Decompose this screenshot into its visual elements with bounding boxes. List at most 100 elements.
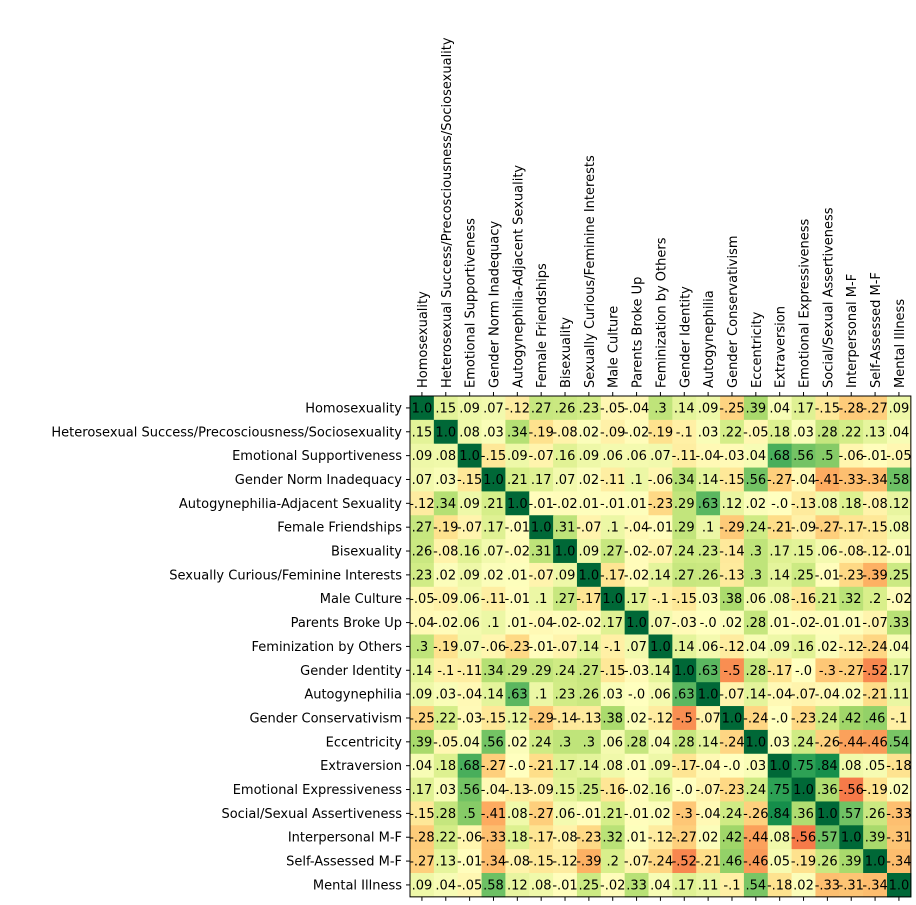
cell-value-label: -.23 [505, 640, 530, 655]
heatmap-cell [767, 801, 793, 826]
heatmap-cell [481, 825, 506, 850]
cell-value-label: -.23 [576, 831, 601, 846]
heatmap-cell [767, 419, 793, 445]
heatmap-cell [553, 396, 578, 421]
heatmap-cell [505, 658, 530, 683]
cell-value-label: .02 [579, 473, 600, 488]
heatmap-cell [720, 491, 745, 516]
heatmap-cell [648, 825, 673, 850]
heatmap-cell [529, 729, 554, 755]
heatmap-cell [791, 443, 817, 469]
heatmap-cell [553, 706, 578, 731]
heatmap-cell [815, 419, 840, 445]
cell-value-label: -.23 [839, 568, 864, 583]
cell-value-label: .02 [579, 425, 600, 440]
cell-value-label: .03 [435, 783, 456, 798]
heatmap-cell [576, 849, 602, 874]
cell-value-label: .63 [674, 688, 695, 703]
cell-value-label: .58 [889, 473, 910, 488]
cell-value-label: -.04 [767, 688, 792, 703]
cell-value-label: .23 [555, 688, 576, 703]
heatmap-cell [481, 706, 506, 731]
heatmap-cell [743, 801, 769, 826]
heatmap-cell [887, 539, 912, 564]
heatmap-cell [457, 682, 483, 707]
heatmap-cell [863, 825, 888, 850]
cell-value-label: 1.0 [507, 497, 528, 512]
heatmap-cell [791, 849, 817, 874]
cell-value-label: .29 [507, 664, 528, 679]
heatmap-cell [767, 491, 793, 516]
cell-value-label: .32 [602, 831, 623, 846]
heatmap-cell [433, 706, 459, 731]
heatmap-cell [743, 491, 769, 516]
cell-value-label: .24 [722, 807, 743, 822]
heatmap-cell [696, 825, 721, 850]
heatmap-cell [720, 825, 745, 850]
cell-value-label: -.34 [862, 473, 887, 488]
cell-value-label: -.33 [481, 831, 506, 846]
cell-value-label: .15 [555, 783, 576, 798]
heatmap-cell [672, 658, 697, 683]
cell-value-label: -.21 [767, 521, 792, 536]
cell-value-label: .06 [817, 545, 838, 560]
cell-value-label: -.01 [886, 545, 911, 560]
heatmap-cell [767, 873, 793, 898]
heatmap-cell [481, 443, 506, 469]
heatmap-cell [696, 610, 721, 636]
heatmap-cell [696, 706, 721, 731]
cell-value-label: -.17 [672, 759, 697, 774]
heatmap-cell [887, 419, 912, 445]
cell-value-label: .09 [459, 568, 480, 583]
cell-value-label: .09 [769, 640, 790, 655]
heatmap-cell [696, 658, 721, 683]
cell-value-label: .17 [674, 878, 695, 893]
cell-value-label: .03 [483, 425, 504, 440]
heatmap-cell [433, 873, 459, 898]
cell-value-label: .02 [626, 711, 647, 726]
cell-value-label: -.15 [600, 664, 625, 679]
heatmap-cell [863, 610, 888, 636]
cell-value-label: -.01 [815, 568, 840, 583]
heatmap-cell [791, 682, 817, 707]
cell-value-label: -.04 [457, 688, 482, 703]
cell-value-label: .02 [650, 807, 671, 822]
heatmap-cell [481, 539, 506, 564]
cell-value-label: -.01 [505, 592, 530, 607]
cell-value-label: .12 [507, 711, 528, 726]
heatmap-cell [457, 706, 483, 731]
cell-value-label: .14 [412, 664, 433, 679]
heatmap-cell [433, 396, 459, 421]
cell-value-label: -.27 [815, 521, 840, 536]
heatmap-cell [743, 467, 769, 492]
cell-value-label: .57 [817, 831, 838, 846]
cell-value-label: .2 [607, 855, 619, 870]
heatmap-cell [696, 634, 721, 659]
heatmap-cell [672, 873, 697, 898]
x-axis-ticks [421, 392, 900, 901]
heatmap-cell [410, 777, 435, 803]
cell-value-label: .34 [674, 473, 695, 488]
cell-value-label: -.07 [576, 521, 601, 536]
heatmap-cell [410, 658, 435, 683]
cell-value-label: .2 [869, 592, 881, 607]
cell-value-label: -.07 [648, 545, 673, 560]
cell-value-label: -.21 [862, 688, 887, 703]
cell-value-label: -.04 [791, 473, 816, 488]
cell-value-label: .26 [865, 807, 886, 822]
cell-value-label: .12 [507, 878, 528, 893]
cell-value-label: -.39 [576, 855, 601, 870]
cell-value-label: -.21 [695, 855, 720, 870]
heatmap-cell [743, 443, 769, 469]
heatmap-cell [481, 658, 506, 683]
heatmap-cell [481, 873, 506, 898]
cell-value-label: .07 [483, 401, 504, 416]
cell-value-label: -.15 [815, 401, 840, 416]
cell-value-label: .54 [889, 735, 910, 750]
cell-value-label: .16 [459, 545, 480, 560]
heatmap-cell [696, 777, 721, 803]
heatmap-cell [767, 682, 793, 707]
cell-value-label: -.01 [600, 497, 625, 512]
heatmap-cell [648, 777, 673, 803]
cell-value-label: .01 [841, 616, 862, 631]
